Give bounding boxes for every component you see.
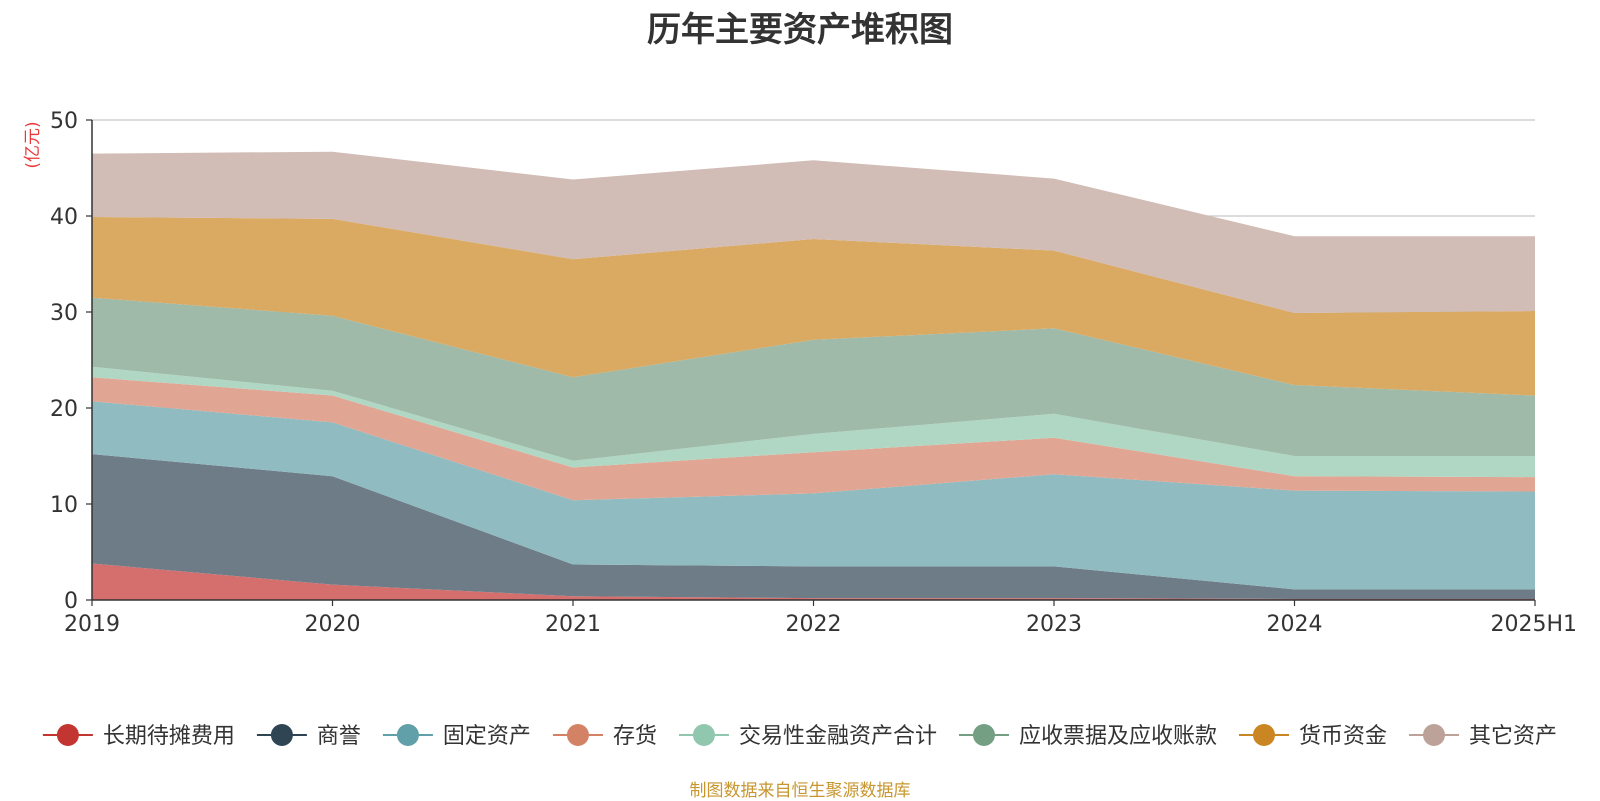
legend-marker <box>566 724 589 746</box>
legend-item[interactable]: 商誉 <box>256 724 361 749</box>
legend-item[interactable]: 其它资产 <box>1409 724 1557 749</box>
legend-marker <box>270 724 293 746</box>
area-series-5 <box>92 366 1535 478</box>
y-tick-label: 40 <box>50 205 78 230</box>
legend-label: 存货 <box>613 724 657 749</box>
x-axis-labels: 2019 2020 2021 2022 2023 2024 2025H1 <box>64 600 1577 637</box>
x-tick-label: 2021 <box>545 612 601 637</box>
legend-item[interactable]: 交易性金融资产合计 <box>678 724 937 749</box>
legend-item[interactable]: 货币资金 <box>1238 724 1387 749</box>
legend-label: 商誉 <box>317 724 361 749</box>
y-tick-label: 10 <box>50 493 78 518</box>
x-tick-label: 2020 <box>305 612 361 637</box>
area-series-1 <box>92 563 1535 600</box>
chart-title: 历年主要资产堆积图 <box>647 10 953 50</box>
x-tick-label: 2025H1 <box>1490 612 1577 637</box>
legend-label: 应收票据及应收账款 <box>1019 724 1217 749</box>
data-source-note: 制图数据来自恒生聚源数据库 <box>689 781 911 801</box>
area-series-7 <box>92 217 1535 396</box>
legend-marker <box>1252 724 1275 746</box>
area-series-3 <box>92 401 1535 590</box>
area-series-6 <box>92 297 1535 461</box>
legend-item[interactable]: 固定资产 <box>382 724 531 749</box>
legend-item[interactable]: 长期待摊费用 <box>42 724 235 749</box>
legend-label: 交易性金融资产合计 <box>739 724 937 749</box>
legend-label: 长期待摊费用 <box>103 724 235 749</box>
legend-label: 货币资金 <box>1299 724 1387 749</box>
y-tick-label: 50 <box>50 109 78 134</box>
y-axis-unit-label: (亿元) <box>23 121 43 168</box>
legend-label: 固定资产 <box>443 724 531 749</box>
legend-item[interactable]: 存货 <box>552 724 657 749</box>
legend-marker <box>692 724 715 746</box>
y-tick-label: 30 <box>50 301 78 326</box>
x-tick-label: 2024 <box>1267 612 1323 637</box>
legend-marker <box>396 724 419 746</box>
stacked-areas <box>92 151 1535 600</box>
legend-items: 长期待摊费用 商誉 固定资产 存货 交易性金融资产合计 应收票据及应收账款 货币资金 其它资产 <box>42 724 1557 749</box>
x-tick-label: 2019 <box>64 612 120 637</box>
area-series-2 <box>92 454 1535 599</box>
legend-item[interactable]: 应收票据及应收账款 <box>958 724 1217 749</box>
legend: 长期待摊费用 商誉 固定资产 存货 交易性金融资产合计 应收票据及应收账款 货币资金 其它资产 <box>42 724 1557 749</box>
area-series-8 <box>92 151 1535 313</box>
y-tick-label: 0 <box>64 589 78 614</box>
legend-label: 其它资产 <box>1469 724 1557 749</box>
legend-marker <box>1423 724 1446 746</box>
legend-marker <box>972 724 995 746</box>
y-tick-label: 20 <box>50 397 78 422</box>
x-tick-label: 2022 <box>786 612 842 637</box>
area-series-4 <box>92 377 1535 501</box>
x-tick-label: 2023 <box>1026 612 1082 637</box>
legend-marker <box>56 724 79 746</box>
